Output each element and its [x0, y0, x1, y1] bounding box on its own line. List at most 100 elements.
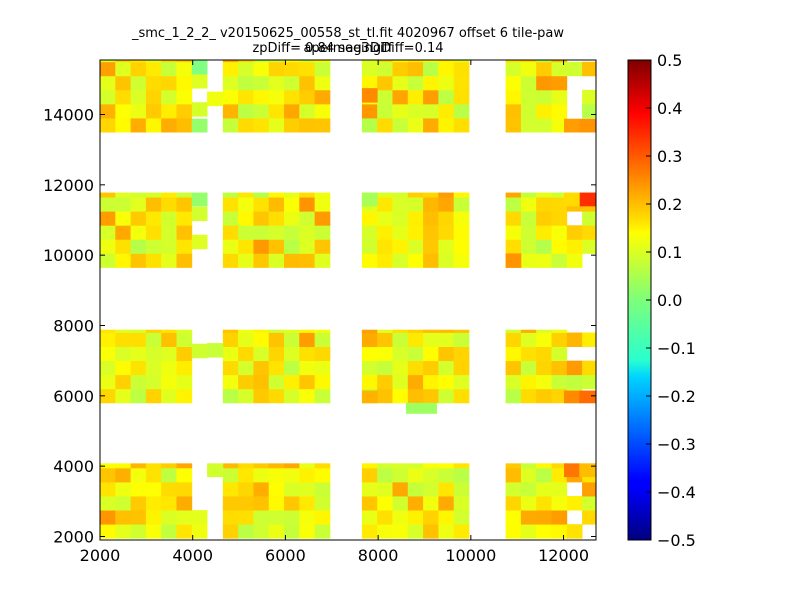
heatmap-cell	[115, 75, 131, 91]
heatmap-cell	[253, 118, 270, 133]
heatmap-cell	[314, 60, 331, 63]
x-tick-label: 10000	[445, 546, 496, 565]
heatmap-cell	[161, 61, 177, 77]
heatmap-cell	[161, 467, 177, 483]
heatmap-cell	[115, 103, 131, 119]
heatmap-cell	[115, 253, 131, 268]
heatmap-cell	[392, 197, 409, 212]
heatmap-cell	[377, 467, 393, 483]
heatmap-cell	[284, 61, 300, 77]
heatmap-cell	[438, 192, 455, 198]
heatmap-cell	[407, 467, 424, 483]
chart-title-line1: _smc_1_2_2_ v20150625_00558_st_tl.fit 40…	[131, 26, 565, 56]
heatmap-cell	[284, 467, 300, 483]
heatmap-cell	[130, 253, 147, 268]
heatmap-cell	[423, 118, 439, 133]
heatmap-cell	[453, 197, 470, 212]
heatmap-cell	[361, 239, 378, 254]
heatmap-cell	[176, 360, 193, 376]
heatmap-cell	[392, 374, 409, 390]
heatmap-cell	[551, 463, 568, 469]
heatmap-cell	[423, 360, 439, 376]
heatmap-cell	[253, 524, 270, 539]
heatmap-cell	[438, 463, 455, 469]
heatmap-cell	[176, 89, 193, 105]
heatmap-cell	[582, 481, 597, 497]
heatmap-cell	[145, 360, 162, 376]
heatmap-cell	[551, 510, 568, 525]
heatmap-cell	[407, 192, 424, 198]
heatmap-cell	[222, 61, 239, 77]
heatmap-cell	[377, 524, 393, 539]
heatmap-cell	[268, 329, 285, 333]
heatmap-cell	[438, 346, 455, 362]
heatmap-cell	[161, 211, 177, 226]
heatmap-cell	[238, 467, 254, 483]
heatmap-cell	[520, 75, 537, 91]
heatmap-cell	[176, 253, 193, 268]
heatmap-cell	[314, 463, 331, 469]
heatmap-cell	[423, 75, 439, 91]
heatmap-cell	[423, 192, 439, 198]
heatmap-cell	[536, 118, 552, 133]
heatmap-cell	[299, 360, 316, 376]
heatmap-cell	[377, 75, 393, 91]
heatmap-cell	[392, 225, 409, 240]
heatmap-cell	[520, 89, 537, 105]
heatmap-cell	[176, 60, 193, 63]
heatmap-cell	[238, 332, 254, 347]
heatmap-cell	[314, 89, 331, 105]
heatmap-cell	[268, 496, 285, 511]
heatmap-cell	[377, 510, 393, 525]
heatmap-cell	[115, 239, 131, 254]
heatmap-cell	[392, 346, 409, 362]
heatmap-cell	[238, 89, 254, 105]
heatmap-cell	[145, 524, 162, 539]
heatmap-cell	[314, 197, 331, 212]
heatmap-cell	[314, 329, 331, 333]
heatmap-cell	[361, 192, 378, 207]
heatmap-cell	[314, 75, 331, 91]
heatmap-cell	[268, 239, 285, 254]
heatmap-cell	[161, 225, 177, 240]
heatmap-cell	[421, 402, 437, 414]
heatmap-cell	[176, 211, 193, 226]
heatmap-cell	[392, 463, 409, 469]
heatmap-cell	[284, 360, 300, 376]
colorbar-tick-label: 0.3	[657, 147, 682, 166]
heatmap-cell	[520, 496, 537, 511]
heatmap-cell	[268, 103, 285, 119]
heatmap-cell	[145, 496, 162, 511]
heatmap-cell	[100, 239, 116, 254]
heatmap-cell	[191, 102, 208, 117]
heatmap-cell	[361, 118, 378, 133]
heatmap-cell	[161, 463, 177, 469]
colorbar-tick-label: 0.4	[657, 99, 682, 118]
heatmap-cell	[536, 225, 552, 240]
heatmap-cell	[361, 253, 378, 268]
heatmap-cell	[361, 60, 378, 75]
heatmap-cell	[130, 496, 147, 511]
heatmap-cell	[130, 329, 147, 333]
heatmap-cell	[438, 89, 455, 105]
heatmap-cell	[222, 346, 239, 362]
heatmap-cell	[582, 225, 597, 240]
heatmap-cell	[253, 225, 270, 240]
heatmap-cell	[207, 91, 224, 107]
heatmap-cell	[222, 463, 239, 469]
heatmap-cell	[115, 118, 131, 133]
heatmap-cell	[253, 481, 270, 497]
heatmap-cell	[361, 510, 378, 525]
heatmap-cell	[284, 510, 300, 525]
colorbar-tick-label: −0.4	[657, 483, 696, 502]
heatmap-cell	[161, 192, 177, 198]
heatmap-cell	[407, 253, 424, 268]
heatmap-cell	[582, 332, 597, 347]
heatmap-cell	[268, 253, 285, 268]
heatmap-cell	[284, 346, 300, 362]
heatmap-cell	[145, 211, 162, 226]
heatmap-cell	[407, 197, 424, 212]
heatmap-cell	[453, 374, 470, 390]
heatmap-cell	[130, 61, 147, 77]
heatmap-cell	[505, 332, 522, 347]
